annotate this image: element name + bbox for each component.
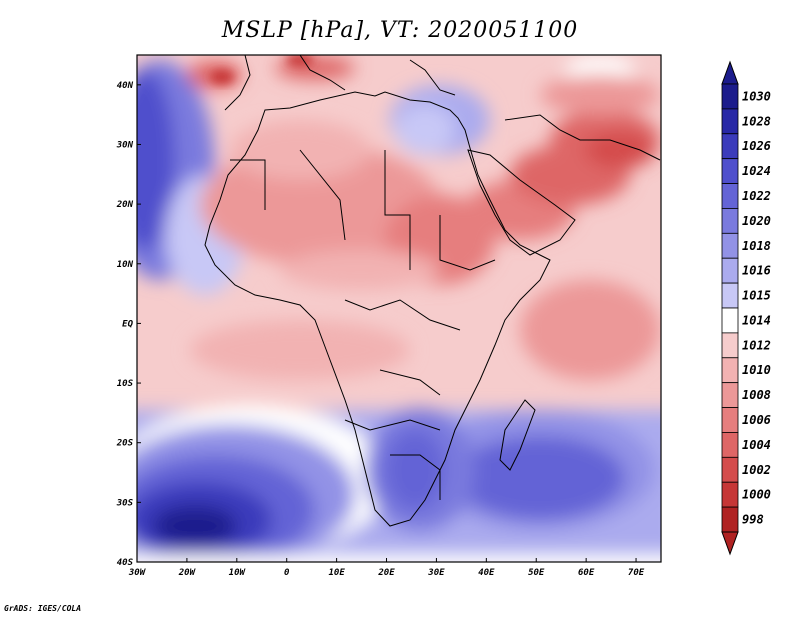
colorbar-label: 1004	[742, 438, 771, 452]
colorbar-max-arrow	[721, 60, 739, 85]
y-tick-label: EQ	[122, 319, 133, 329]
y-tick-label: 20N	[116, 200, 134, 210]
colorbar-label: 1008	[742, 388, 771, 402]
x-tick-label: 30W	[128, 568, 147, 578]
x-tick-label: 20W	[178, 568, 197, 578]
colorbar-swatch	[721, 432, 739, 458]
colorbar-label: 1018	[742, 239, 771, 253]
colorbar-label: 1014	[742, 313, 771, 327]
colorbar-swatch	[721, 108, 739, 135]
colorbar-swatch	[721, 208, 739, 234]
colorbar-label: 1024	[742, 164, 771, 178]
y-tick-label: 10N	[117, 260, 134, 270]
colorbar-swatch	[721, 282, 739, 309]
colorbar-label: 1002	[742, 463, 771, 477]
colorbar-swatch	[721, 407, 739, 433]
credit-text: GrADS: IGES/COLA	[4, 604, 82, 613]
x-axis: 30W 20W 10W 0 10E 20E 30E 40E 50E 60E 70E	[128, 558, 645, 578]
map-title: MSLP [hPa], VT: 2020051100	[221, 18, 579, 43]
colorbar-swatch	[721, 307, 739, 334]
colorbar-swatch	[721, 183, 739, 209]
y-tick-label: 10S	[117, 379, 134, 389]
colorbar-swatch	[721, 357, 739, 384]
colorbar-label: 1000	[742, 488, 771, 502]
x-tick-label: 60E	[578, 568, 595, 578]
colorbar-label: 1015	[742, 289, 771, 303]
y-tick-label: 30S	[116, 498, 134, 508]
colorbar-label: 1012	[742, 338, 771, 352]
colorbar-swatch	[721, 257, 739, 284]
colorbar-label: 1010	[742, 363, 771, 377]
y-tick-label: 30N	[116, 140, 134, 150]
pressure-field	[137, 55, 661, 562]
colorbar-min-arrow	[721, 531, 739, 556]
plot-frame	[136, 54, 662, 563]
colorbar-swatch	[721, 332, 739, 359]
x-tick-label: 30E	[427, 568, 445, 578]
colorbar-swatch	[721, 382, 739, 408]
colorbar-label: 1026	[742, 139, 771, 153]
colorbar-label: 1030	[742, 89, 771, 103]
y-tick-label: 20S	[116, 439, 134, 449]
colorbar-label: 1006	[742, 413, 771, 427]
colorbar-label: 998	[742, 513, 764, 527]
x-tick-label: 10W	[229, 568, 247, 578]
x-tick-label: 40E	[478, 568, 495, 578]
x-tick-label: 10E	[328, 568, 345, 578]
colorbar-label: 1028	[742, 114, 771, 128]
colorbar-swatch	[721, 83, 739, 110]
colorbar-swatch	[721, 158, 739, 184]
colorbar: 1030 1028 1026 1024 1022 1020 1018 1016 1015 1014…	[721, 60, 771, 556]
colorbar-swatch	[721, 481, 739, 508]
colorbar-swatch	[721, 506, 739, 533]
colorbar-swatch	[721, 232, 739, 259]
x-tick-label: 20E	[377, 568, 395, 578]
x-tick-label: 70E	[628, 568, 645, 578]
colorbar-label: 1016	[742, 264, 771, 278]
colorbar-swatch	[721, 456, 739, 483]
y-axis: 40N 30N 20N 10N EQ 10S 20S 30S 40S	[116, 81, 141, 568]
y-tick-label: 40N	[117, 81, 134, 91]
x-tick-label: 50E	[528, 568, 545, 578]
x-tick-label: 0	[284, 568, 290, 578]
colorbar-swatch	[721, 133, 739, 160]
colorbar-label: 1022	[742, 189, 771, 203]
y-tick-label: 40S	[117, 558, 134, 568]
colorbar-label: 1020	[742, 214, 771, 228]
coastlines	[204, 55, 661, 527]
